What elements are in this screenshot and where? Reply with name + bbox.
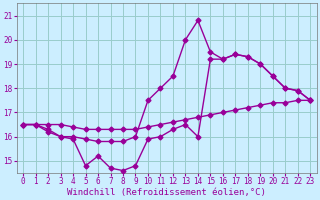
X-axis label: Windchill (Refroidissement éolien,°C): Windchill (Refroidissement éolien,°C) bbox=[67, 188, 266, 197]
